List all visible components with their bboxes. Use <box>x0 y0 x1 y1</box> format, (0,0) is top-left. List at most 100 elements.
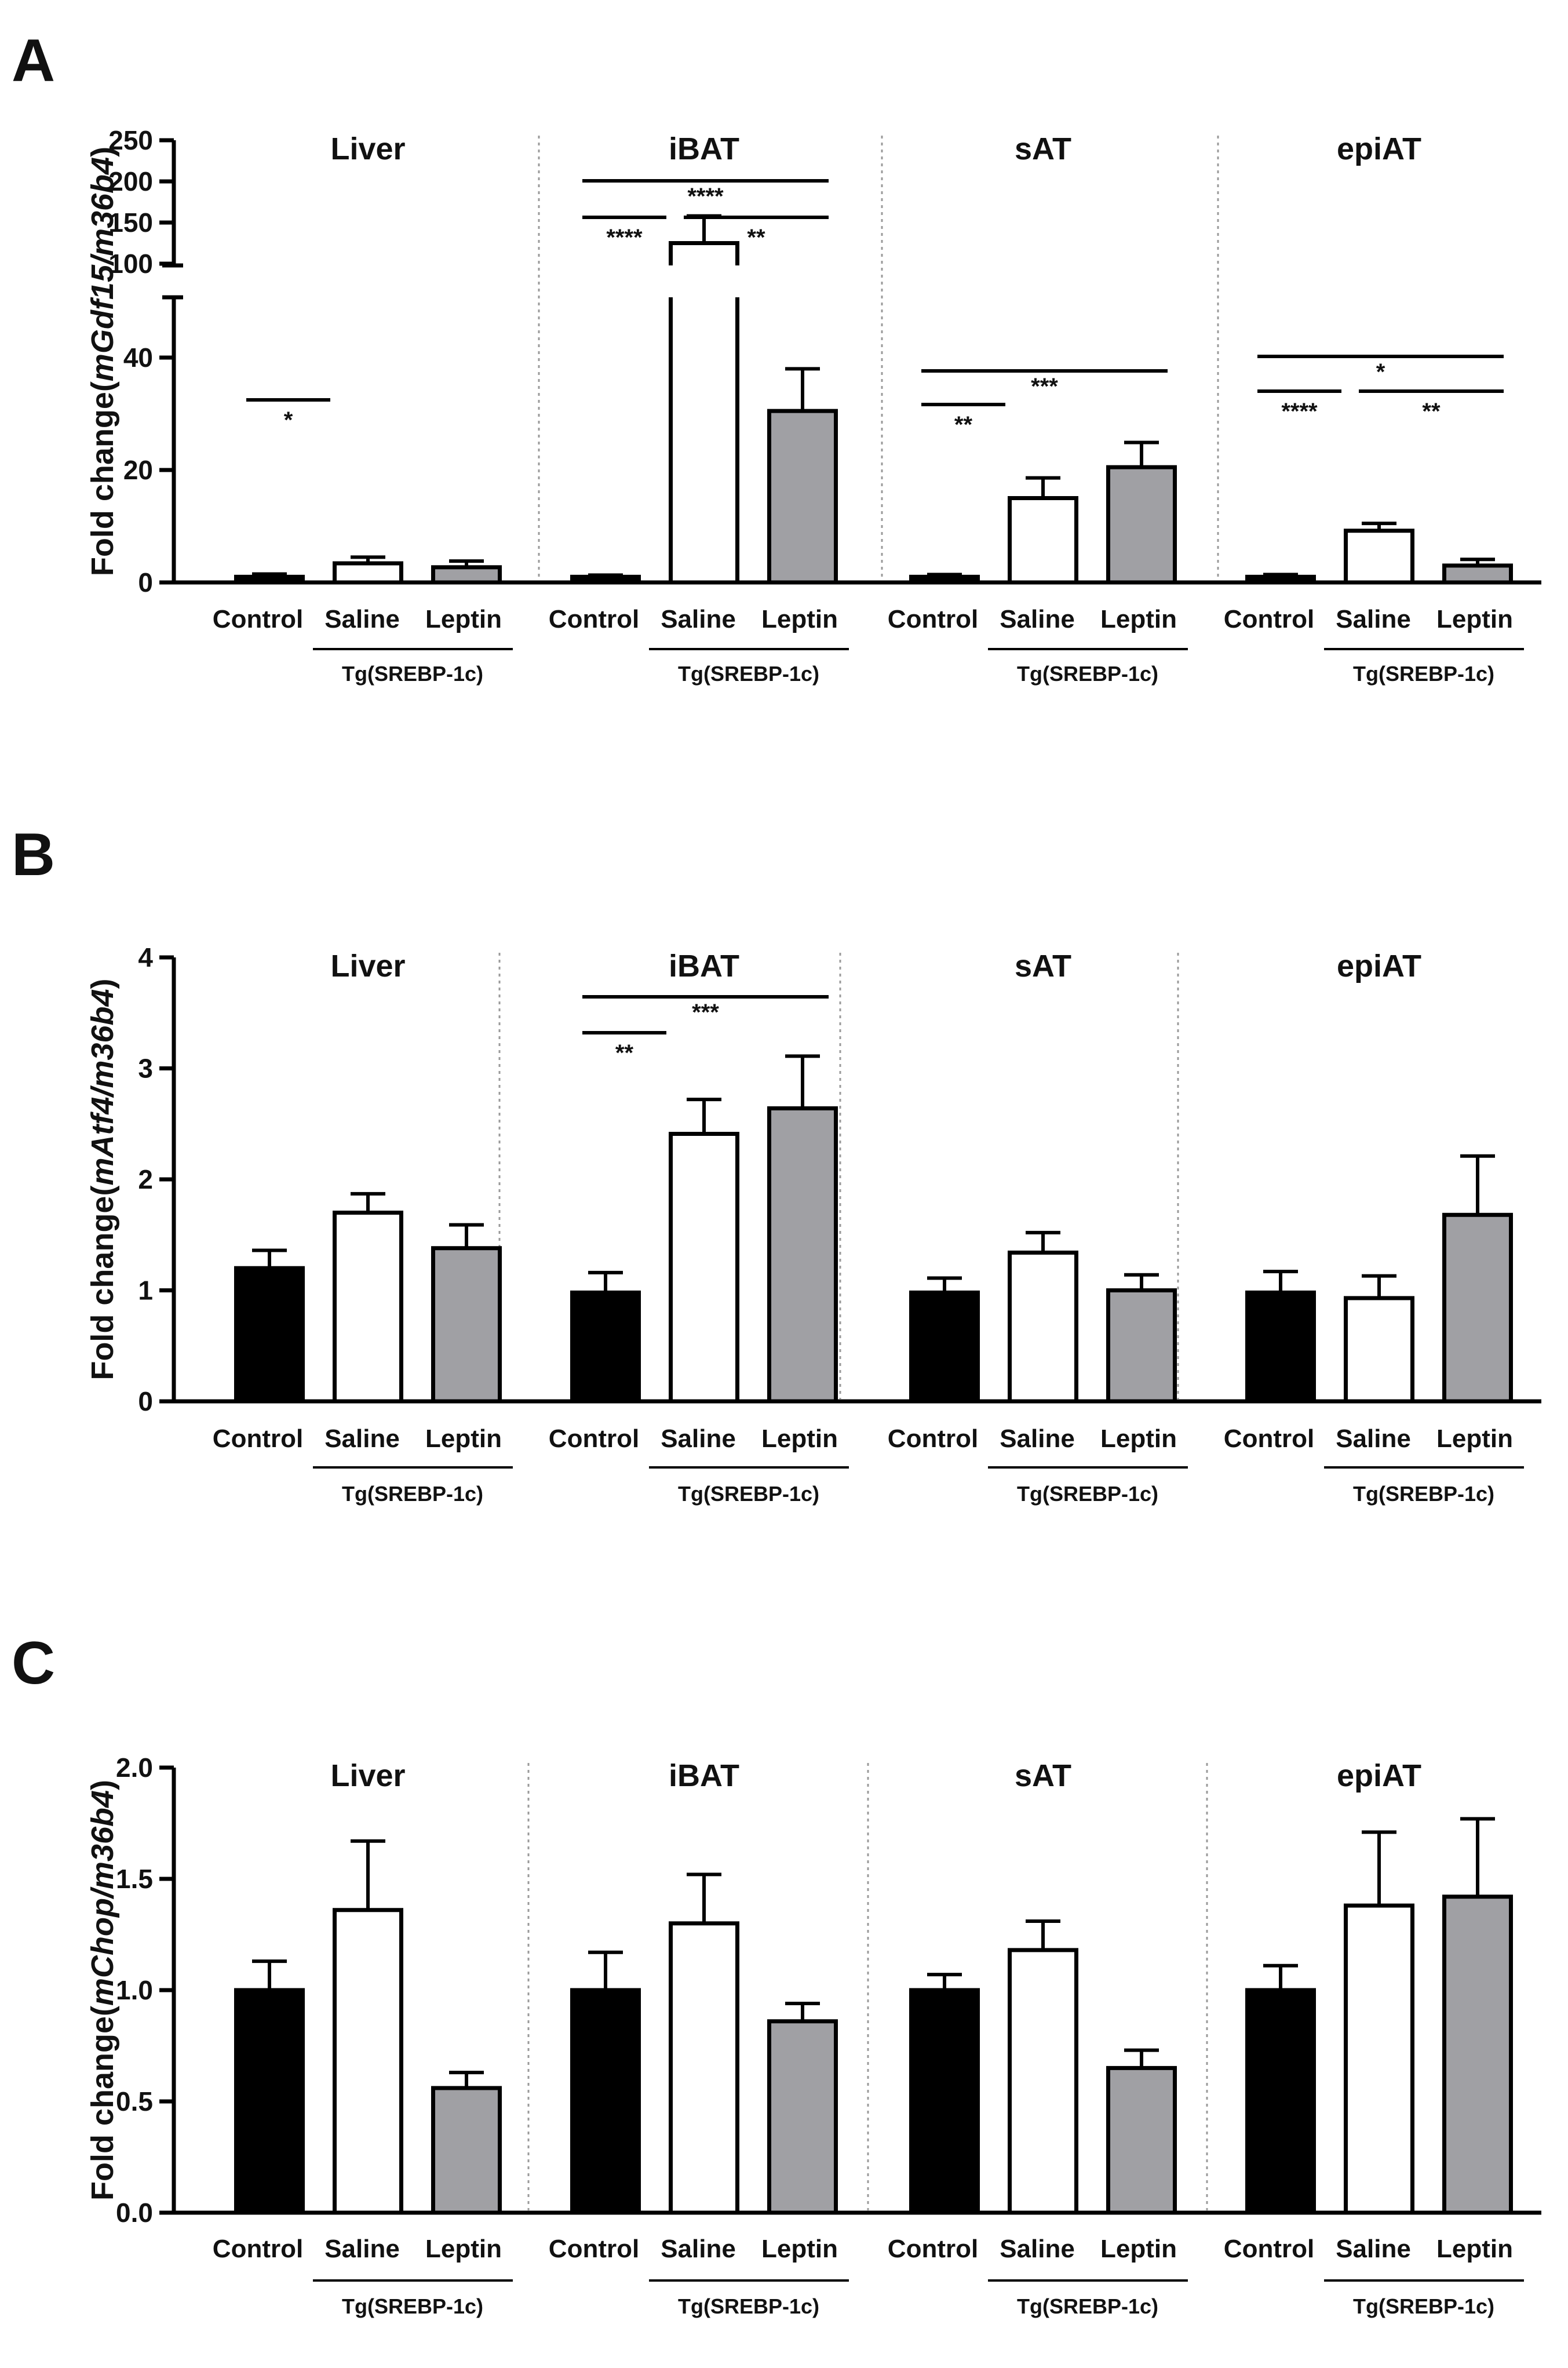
y-tick-label: 250 <box>108 125 153 155</box>
category-label: Leptin <box>761 605 838 633</box>
significance-label: **** <box>606 225 643 250</box>
panel-B: B 0 1 2 3 4 Fold change(mAtf4/m36b4) Liver Contr… <box>12 821 1541 1506</box>
group-label: Tg(SREBP-1c) <box>1017 2294 1158 2318</box>
bar-leptin <box>1442 563 1513 585</box>
tissue-title: epiAT <box>1337 949 1421 983</box>
group-Liver: Liver Control Saline Leptin Tg(SREBP-1c) <box>213 1758 513 2318</box>
bar-leptin <box>431 565 502 585</box>
significance-label: **** <box>1281 399 1318 424</box>
y-tick-label: 20 <box>123 455 153 485</box>
category-label: Saline <box>661 1425 736 1453</box>
significance-label: ** <box>1422 399 1441 424</box>
tissue-title: Liver <box>330 1758 405 1793</box>
bar-control <box>909 574 980 585</box>
category-label: Control <box>1224 2235 1314 2263</box>
category-label: Leptin <box>761 1425 838 1453</box>
bar-leptin <box>1442 1895 1513 2215</box>
tissue-title: iBAT <box>669 949 739 983</box>
category-label: Leptin <box>1100 605 1177 633</box>
bar-saline <box>333 1210 403 1404</box>
y-tick-label: 1.0 <box>116 1975 153 2005</box>
significance-label: **** <box>687 184 724 209</box>
bar-upper <box>669 241 739 265</box>
bar-control <box>909 1290 980 1404</box>
group-iBAT: iBAT Control Saline Leptin Tg(SREBP-1c) <box>549 1758 849 2318</box>
y-axis-label-suffix: ) <box>85 1780 120 1790</box>
bar-saline <box>1008 496 1078 585</box>
tissue-title: sAT <box>1015 949 1071 983</box>
y-tick-label: 200 <box>108 166 153 196</box>
bar-leptin <box>1442 1212 1513 1404</box>
bar-control <box>1245 1290 1316 1404</box>
category-label: Leptin <box>1100 1425 1177 1453</box>
category-label: Control <box>1224 605 1314 633</box>
bar-control <box>1245 1988 1316 2215</box>
group-label: Tg(SREBP-1c) <box>342 2294 483 2318</box>
bar-control <box>570 1988 641 2215</box>
y-axis-label: Fold change(mGdf15/m36b4) <box>85 147 120 576</box>
category-label: Leptin <box>1100 2235 1177 2263</box>
panel-letter: C <box>12 1630 55 1697</box>
y-tick-label: 4 <box>138 942 153 972</box>
category-label: Leptin <box>1436 2235 1513 2263</box>
y-tick-label: 1.5 <box>116 1864 153 1894</box>
y-tick-label: 0 <box>138 1386 153 1416</box>
category-label: Saline <box>324 1425 400 1453</box>
bar-saline <box>1008 1948 1078 2215</box>
category-label: Leptin <box>761 2235 838 2263</box>
bar-control <box>909 1988 980 2215</box>
y-tick-label: 3 <box>138 1054 153 1084</box>
bar-saline <box>671 301 738 582</box>
bar-saline <box>1344 1903 1414 2215</box>
category-label: Saline <box>661 605 736 633</box>
y-tick-label: 100 <box>108 249 153 279</box>
y-axis-label-prefix: Fold change( <box>85 2006 120 2201</box>
tissue-title: sAT <box>1015 1758 1071 1793</box>
group-sAT: sAT Control Saline Leptin Tg(SREBP-1c) <box>888 949 1188 1506</box>
significance-label: *** <box>1031 374 1058 399</box>
y-tick-label: 0 <box>138 567 153 598</box>
panel-letter: A <box>12 27 55 94</box>
category-label: Control <box>888 605 978 633</box>
y-tick-label: 1 <box>138 1276 153 1306</box>
category-label: Control <box>549 2235 639 2263</box>
category-label: Control <box>549 1425 639 1453</box>
group-label: Tg(SREBP-1c) <box>342 662 483 686</box>
category-label: Saline <box>661 2235 736 2263</box>
bar-leptin <box>431 2086 502 2215</box>
category-label: Saline <box>324 2235 400 2263</box>
category-label: Leptin <box>425 1425 502 1453</box>
group-sAT: sAT Control Saline Leptin Tg(SREBP-1c) <box>888 1758 1188 2318</box>
bar-leptin <box>767 1106 838 1404</box>
significance-label: * <box>284 407 293 433</box>
y-axis-label-gene: mGdf15/m36b4 <box>85 157 120 381</box>
bar-control <box>234 1988 305 2215</box>
category-label: Leptin <box>425 605 502 633</box>
tissue-title: epiAT <box>1337 132 1421 166</box>
category-label: Control <box>213 605 303 633</box>
bar-leptin <box>431 1246 502 1404</box>
tissue-title: iBAT <box>669 1758 739 1793</box>
group-label: Tg(SREBP-1c) <box>342 1482 483 1506</box>
bar-leptin <box>767 2019 838 2215</box>
bar-saline <box>669 1131 739 1404</box>
y-tick-label: 2.0 <box>116 1753 153 1783</box>
y-axis-label-prefix: Fold change( <box>85 381 120 576</box>
bar-leptin <box>1106 1288 1177 1404</box>
bar-control <box>570 1290 641 1404</box>
bar-saline <box>333 1908 403 2215</box>
bar-leptin <box>1106 2065 1177 2215</box>
bar-leptin <box>1106 465 1177 585</box>
significance-label: ** <box>615 1040 634 1066</box>
group-label: Tg(SREBP-1c) <box>1353 662 1494 686</box>
y-tick-label: 0.5 <box>116 2086 153 2116</box>
category-label: Saline <box>1000 1425 1075 1453</box>
bar-saline <box>669 1921 739 2215</box>
